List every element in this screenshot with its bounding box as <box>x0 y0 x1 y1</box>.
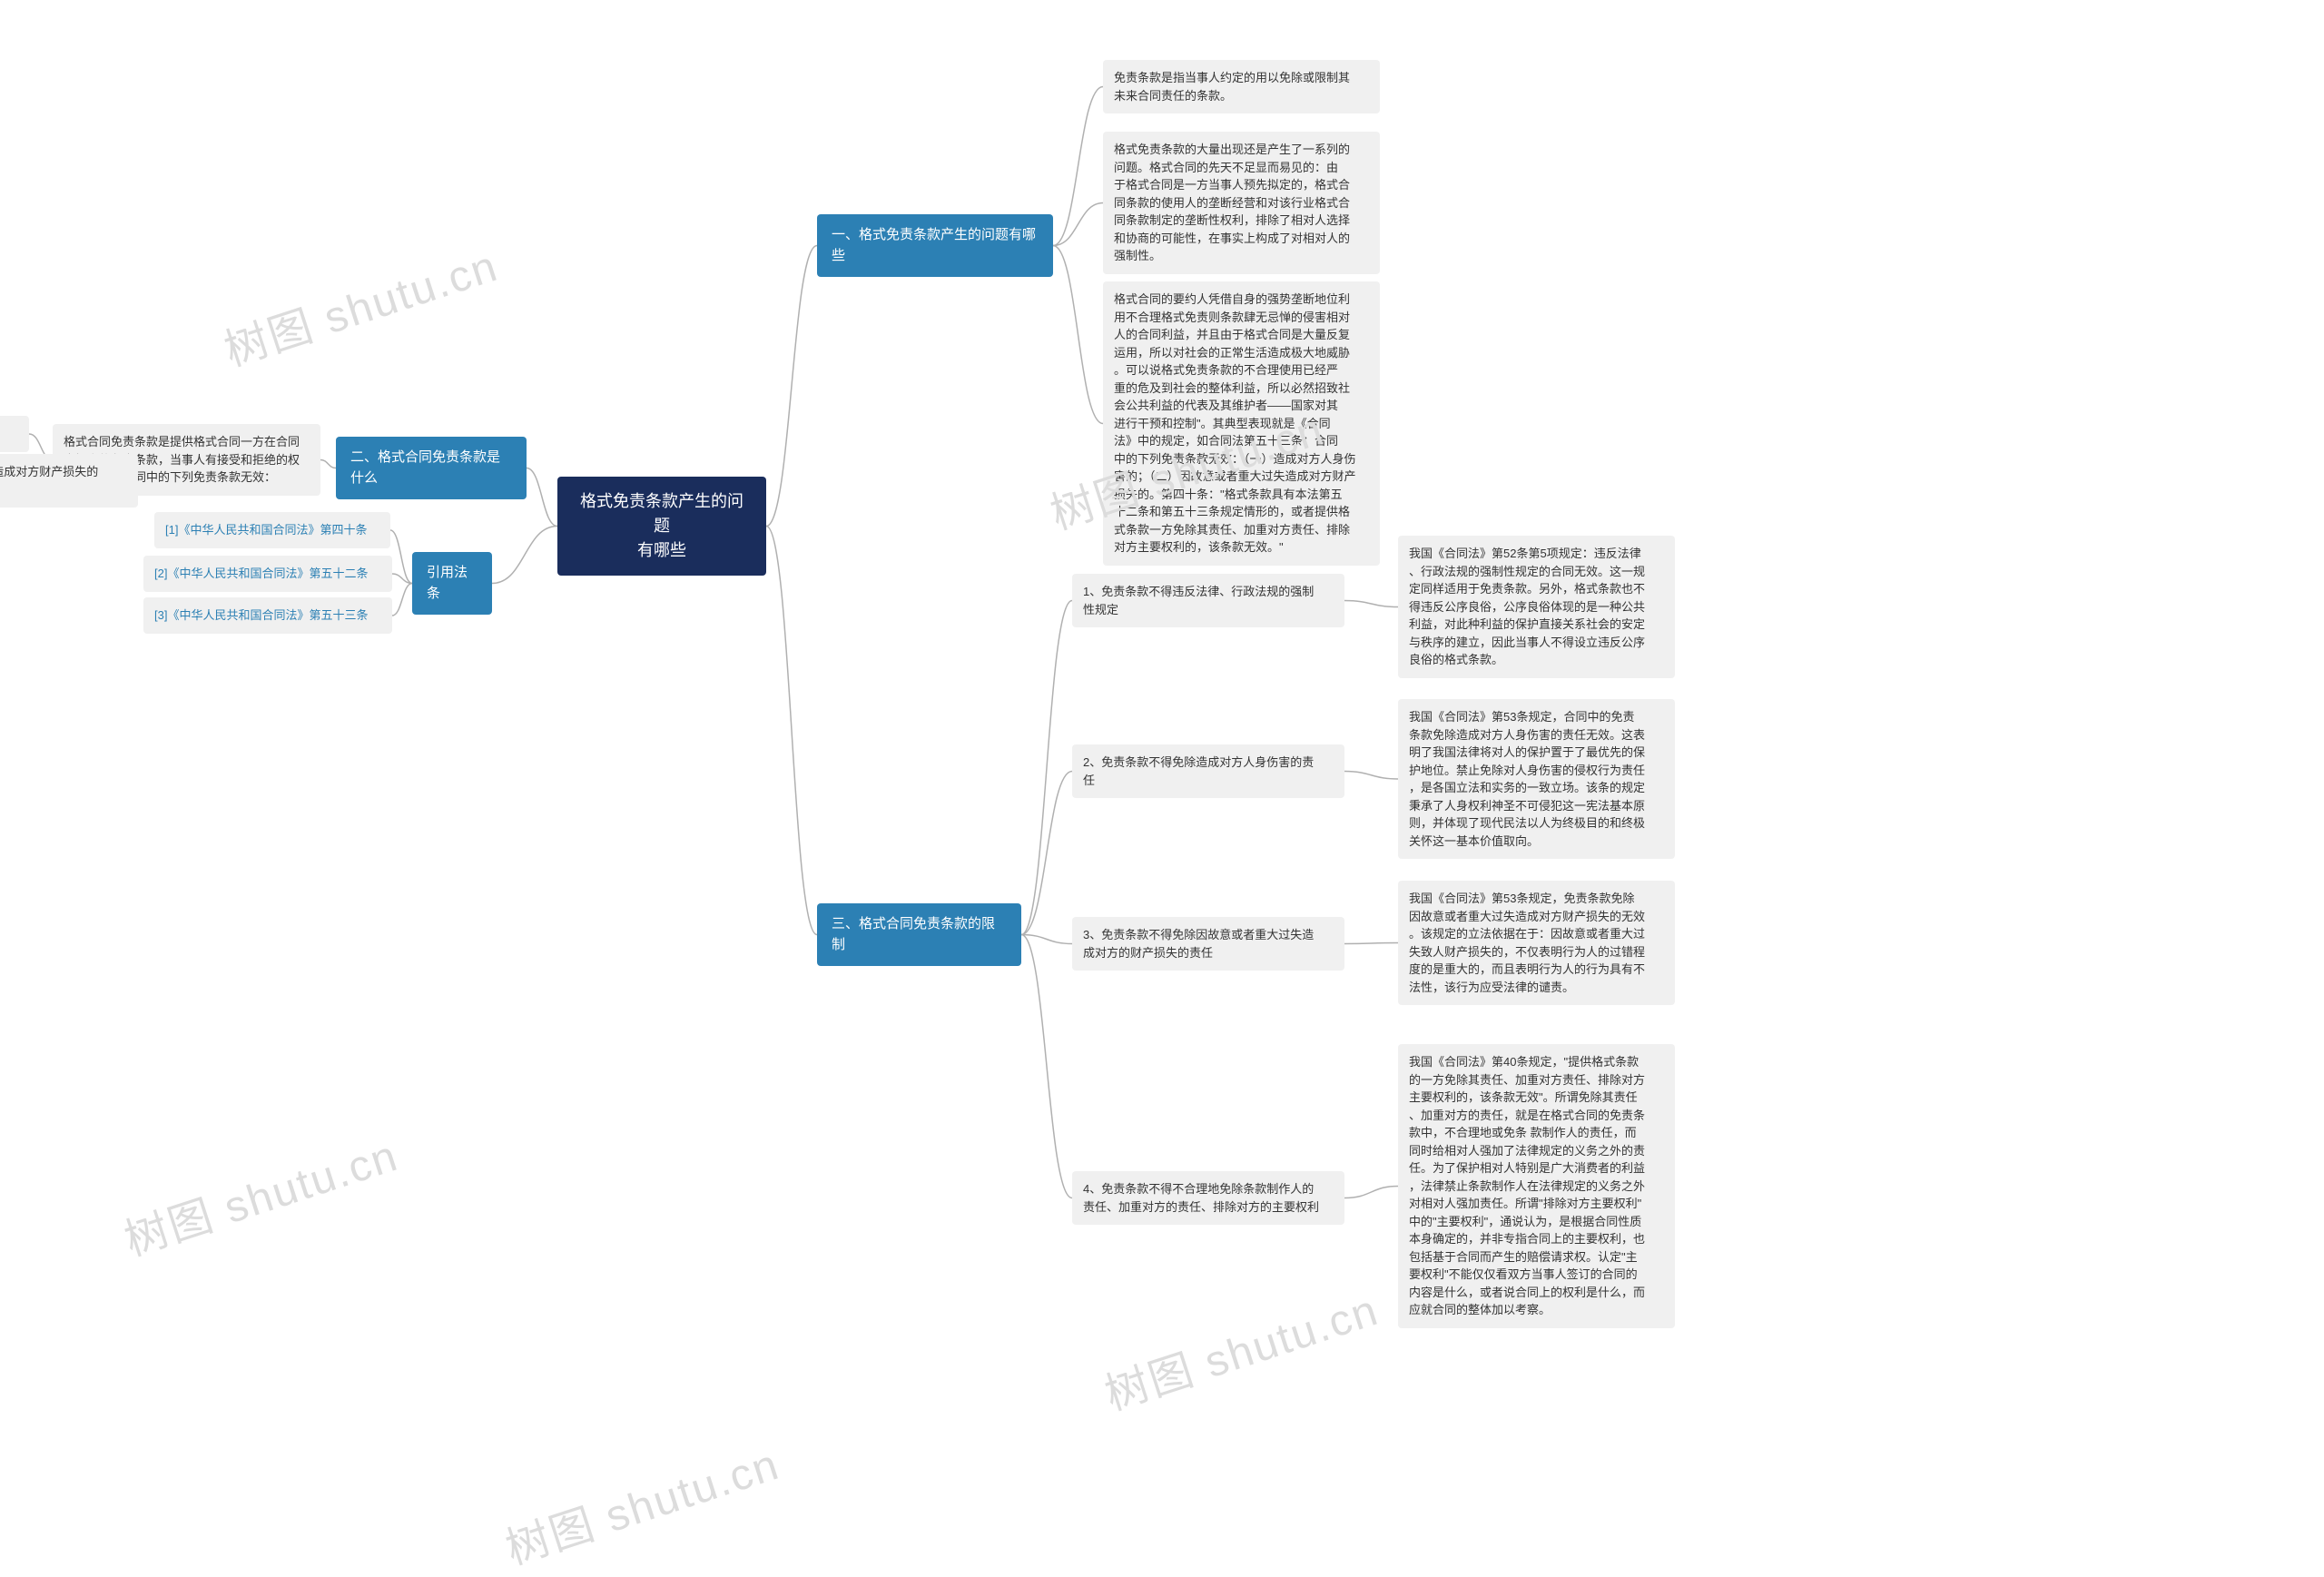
leaf-node: 3、免责条款不得免除因故意或者重大过失造 成对方的财产损失的责任 <box>1072 917 1344 971</box>
leaf-node: 格式免责条款的大量出现还是产生了一系列的 问题。格式合同的先天不足显而易见的：由… <box>1103 132 1380 274</box>
detail-node: 我国《合同法》第53条规定，免责条款免除 因故意或者重大过失造成对方财产损失的无… <box>1398 881 1675 1005</box>
leaf-node: 1、免责条款不得违反法律、行政法规的强制 性规定 <box>1072 574 1344 627</box>
branch-node: 三、格式合同免责条款的限制 <box>817 903 1021 966</box>
branch-node: 二、格式合同免责条款是什么 <box>336 437 527 499</box>
leaf-node: 2、因故意或者重大过失造成对方财产损失的 。 <box>0 454 138 508</box>
branch-node: 引用法条 <box>412 552 492 615</box>
leaf-node: [1]《中华人民共和国合同法》第四十条 <box>154 512 390 548</box>
leaf-node: [3]《中华人民共和国合同法》第五十三条 <box>143 597 392 634</box>
leaf-node: 2、免责条款不得免除造成对方人身伤害的责 任 <box>1072 744 1344 798</box>
mindmap-canvas: 格式免责条款产生的问题 有哪些 一、格式免责条款产生的问题有哪 些 免责条款是指当事… <box>0 0 2324 1520</box>
leaf-node: 1、造成对方人身伤害的； <box>0 416 29 452</box>
branch-node: 一、格式免责条款产生的问题有哪 些 <box>817 214 1053 277</box>
detail-node: 我国《合同法》第40条规定，"提供格式条款 的一方免除其责任、加重对方责任、排除… <box>1398 1044 1675 1328</box>
leaf-node: [2]《中华人民共和国合同法》第五十二条 <box>143 556 392 592</box>
root-node: 格式免责条款产生的问题 有哪些 <box>557 477 766 576</box>
detail-node: 我国《合同法》第52条第5项规定：违反法律 、行政法规的强制性规定的合同无效。这… <box>1398 536 1675 678</box>
leaf-node: 免责条款是指当事人约定的用以免除或限制其 未来合同责任的条款。 <box>1103 60 1380 113</box>
detail-node: 我国《合同法》第53条规定，合同中的免责 条款免除造成对方人身伤害的责任无效。这… <box>1398 699 1675 859</box>
leaf-node: 4、免责条款不得不合理地免除条款制作人的 责任、加重对方的责任、排除对方的主要权… <box>1072 1171 1344 1225</box>
leaf-node: 格式合同的要约人凭借自身的强势垄断地位利 用不合理格式免责则条款肆无忌惮的侵害相… <box>1103 281 1380 566</box>
